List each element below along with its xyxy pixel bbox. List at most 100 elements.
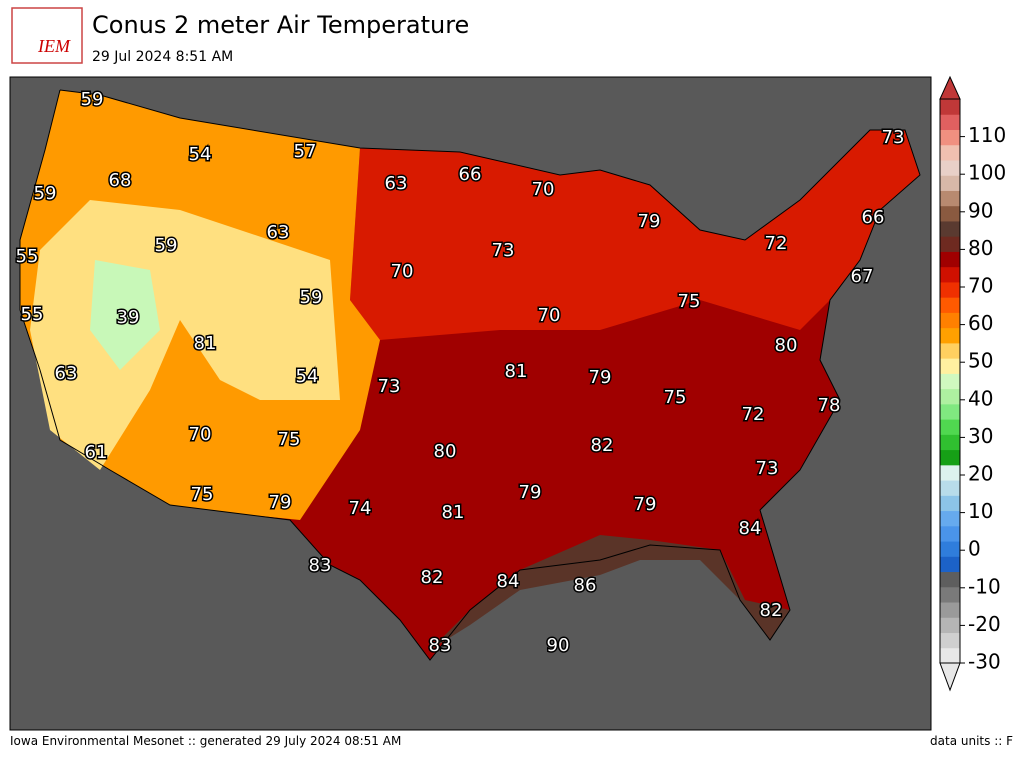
temperature-label: 73 — [882, 127, 905, 148]
temperature-label: 59 — [300, 287, 323, 308]
temperature-label: 86 — [574, 575, 597, 596]
color-band — [940, 449, 960, 466]
temperature-label: 68 — [109, 170, 132, 191]
temperature-label: 72 — [742, 404, 765, 425]
temperature-label: 70 — [391, 261, 414, 282]
temperature-label: 73 — [378, 376, 401, 397]
color-band — [940, 647, 960, 664]
tick-label: 80 — [968, 236, 993, 260]
color-band — [940, 434, 960, 451]
zone-red — [350, 130, 920, 340]
temperature-label: 66 — [862, 207, 885, 228]
title: Conus 2 meter Air Temperature — [92, 11, 469, 39]
temperature-label: 59 — [155, 235, 178, 256]
temperature-label: 70 — [538, 305, 561, 326]
color-band — [940, 510, 960, 527]
temperature-label: 63 — [267, 222, 290, 243]
temperature-label: 66 — [459, 164, 482, 185]
temperature-label: 82 — [421, 567, 444, 588]
extend-low — [939, 662, 961, 692]
color-band — [940, 480, 960, 496]
color-band — [940, 541, 960, 557]
color-band — [940, 464, 960, 481]
tick-label: -30 — [968, 650, 1001, 674]
zone-gulf — [430, 535, 790, 650]
temperature-label: 79 — [589, 367, 612, 388]
temperature-label: 81 — [194, 333, 217, 354]
temperature-label: 54 — [296, 366, 319, 387]
temperature-label: 63 — [55, 363, 78, 384]
color-band — [940, 251, 960, 268]
footer-left: Iowa Environmental Mesonet :: generated … — [10, 734, 401, 748]
temperature-label: 39 — [117, 307, 140, 328]
tick-label: 40 — [968, 386, 993, 410]
temperature-label: 75 — [678, 291, 701, 312]
color-band — [940, 236, 960, 252]
coastline — [19, 89, 921, 661]
footer-right: data units :: F — [930, 734, 1013, 748]
map — [10, 77, 931, 730]
extend-high — [939, 75, 961, 100]
labels: 59 54 57 63 66 70 73 68 59 79 63 59 73 72 66 55 70 67 59 75… — [14, 88, 906, 658]
temperature-label: 59 — [81, 89, 104, 110]
color-band — [940, 144, 960, 161]
color-band — [940, 297, 960, 313]
color-band — [940, 403, 960, 420]
color-band — [940, 373, 960, 390]
color-band — [940, 266, 960, 283]
color-band — [940, 327, 960, 344]
color-band — [940, 190, 960, 207]
subtitle: 29 Jul 2024 8:51 AM — [92, 49, 233, 65]
tick-label: 0 — [968, 537, 981, 561]
temperature-label: 75 — [191, 484, 214, 505]
temperature-label: 63 — [385, 173, 408, 194]
temperature-label: 79 — [638, 211, 661, 232]
temperature-label: 54 — [189, 144, 212, 165]
colorbar: -30 -20 -10 0 10 20 30 40 50 60 70 80 90 100 110 — [939, 75, 1006, 692]
logo: IEM — [37, 36, 71, 56]
color-band — [940, 342, 960, 359]
temperature-label: 61 — [85, 442, 108, 463]
temperature-label: 80 — [775, 335, 798, 356]
temperature-label: 67 — [851, 266, 874, 287]
temperature-label: 84 — [497, 571, 520, 592]
temperature-label: 55 — [16, 246, 39, 267]
temperature-label: 73 — [756, 458, 779, 479]
temperature-label: 79 — [269, 492, 292, 513]
color-band — [940, 159, 960, 176]
temperature-label: 75 — [278, 429, 301, 450]
color-band — [940, 571, 960, 588]
temperature-label: 83 — [309, 555, 332, 576]
temperature-label: 83 — [429, 635, 452, 656]
temperature-label: 72 — [765, 233, 788, 254]
logo-frame — [11, 7, 83, 64]
color-band — [940, 281, 960, 298]
zone-cool — [90, 260, 160, 370]
temperature-label: 82 — [591, 435, 614, 456]
tick-label: 50 — [968, 349, 993, 373]
tick-label: -10 — [968, 574, 1001, 598]
color-band — [940, 388, 960, 405]
color-band — [940, 220, 960, 237]
tick-label: 70 — [968, 274, 993, 298]
temperature-label: 70 — [189, 424, 212, 445]
tick-label: 90 — [968, 198, 993, 222]
color-band — [940, 312, 960, 329]
temperature-label: 80 — [434, 441, 457, 462]
temperature-label: 81 — [505, 361, 528, 382]
color-band — [940, 99, 960, 115]
color-band — [940, 586, 960, 603]
color-band — [940, 632, 960, 649]
temperature-label: 59 — [34, 183, 57, 204]
map-frame — [9, 76, 932, 731]
temperature-label: 55 — [21, 304, 44, 325]
color-band — [940, 129, 960, 146]
color-band — [940, 556, 960, 573]
color-band — [940, 114, 960, 130]
color-band — [940, 205, 960, 222]
temperature-label: 82 — [760, 600, 783, 621]
color-band — [940, 495, 960, 512]
temperature-label: 90 — [547, 635, 570, 656]
tick-label: 10 — [968, 499, 993, 523]
